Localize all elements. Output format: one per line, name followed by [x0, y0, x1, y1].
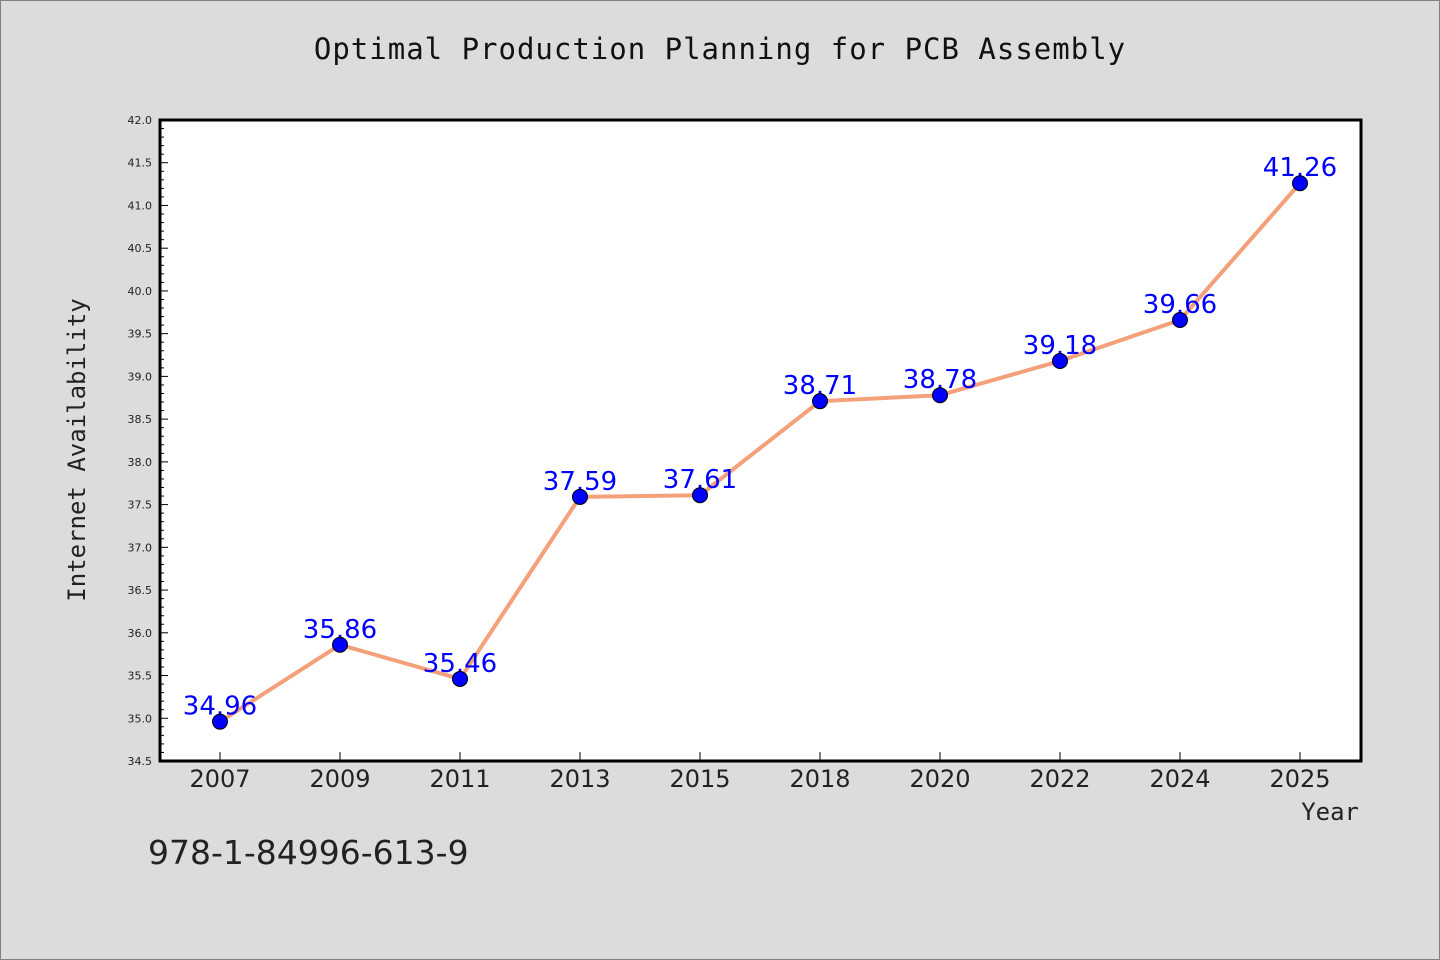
data-point — [212, 713, 228, 730]
y-tick-label: 41.0 — [128, 199, 153, 212]
y-tick-label: 39.0 — [128, 370, 153, 383]
data-point — [1172, 311, 1188, 328]
data-point — [812, 393, 828, 410]
data-point — [692, 487, 708, 504]
y-tick-label: 37.5 — [128, 499, 153, 512]
x-tick-label: 2025 — [1269, 765, 1330, 793]
series-line — [218, 181, 1302, 724]
y-tick-label: 38.5 — [128, 413, 153, 426]
y-tick-label: 35.5 — [128, 670, 153, 683]
y-tick-label: 35.0 — [128, 712, 153, 725]
y-tick-label: 40.0 — [128, 285, 153, 298]
y-tick-label: 36.5 — [128, 584, 153, 597]
x-tick-label: 2007 — [189, 765, 250, 793]
chart-title: Optimal Production Planning for PCB Asse… — [313, 32, 1127, 66]
x-tick-label: 2013 — [549, 765, 610, 793]
data-point — [932, 387, 948, 404]
x-axis-ticks: 2007 2009 2011 2013 2015 2018 2020 2022 2024 2025 — [189, 752, 1331, 793]
y-axis-ticks: 34.5 35.0 35.5 36.0 36.5 37.0 37.5 38.0 38.5 39.0… — [128, 114, 168, 768]
footer-text: 978-1-84996-613-9 — [148, 833, 469, 872]
x-tick-label: 2015 — [669, 765, 730, 793]
y-axis-label: Internet Availability — [63, 298, 91, 601]
x-axis-label: Year — [1301, 798, 1359, 826]
data-point — [1052, 353, 1068, 370]
y-tick-label: 39.5 — [128, 328, 153, 341]
y-tick-label: 40.5 — [128, 242, 153, 255]
data-point — [332, 636, 348, 653]
y-tick-label: 38.0 — [128, 456, 153, 469]
x-tick-label: 2018 — [789, 765, 850, 793]
x-tick-label: 2011 — [429, 765, 490, 793]
plot-area — [158, 118, 1363, 763]
x-tick-label: 2024 — [1149, 765, 1210, 793]
x-tick-label: 2022 — [1029, 765, 1090, 793]
data-point — [1292, 175, 1308, 192]
y-tick-label: 36.0 — [128, 627, 153, 640]
y-tick-label: 41.5 — [128, 157, 153, 170]
x-tick-label: 2020 — [909, 765, 970, 793]
data-point — [572, 488, 588, 505]
y-tick-label: 42.0 — [128, 114, 153, 127]
y-tick-label: 37.0 — [128, 541, 153, 554]
y-tick-label: 34.5 — [128, 755, 153, 768]
x-tick-label: 2009 — [309, 765, 370, 793]
data-point — [452, 670, 468, 687]
